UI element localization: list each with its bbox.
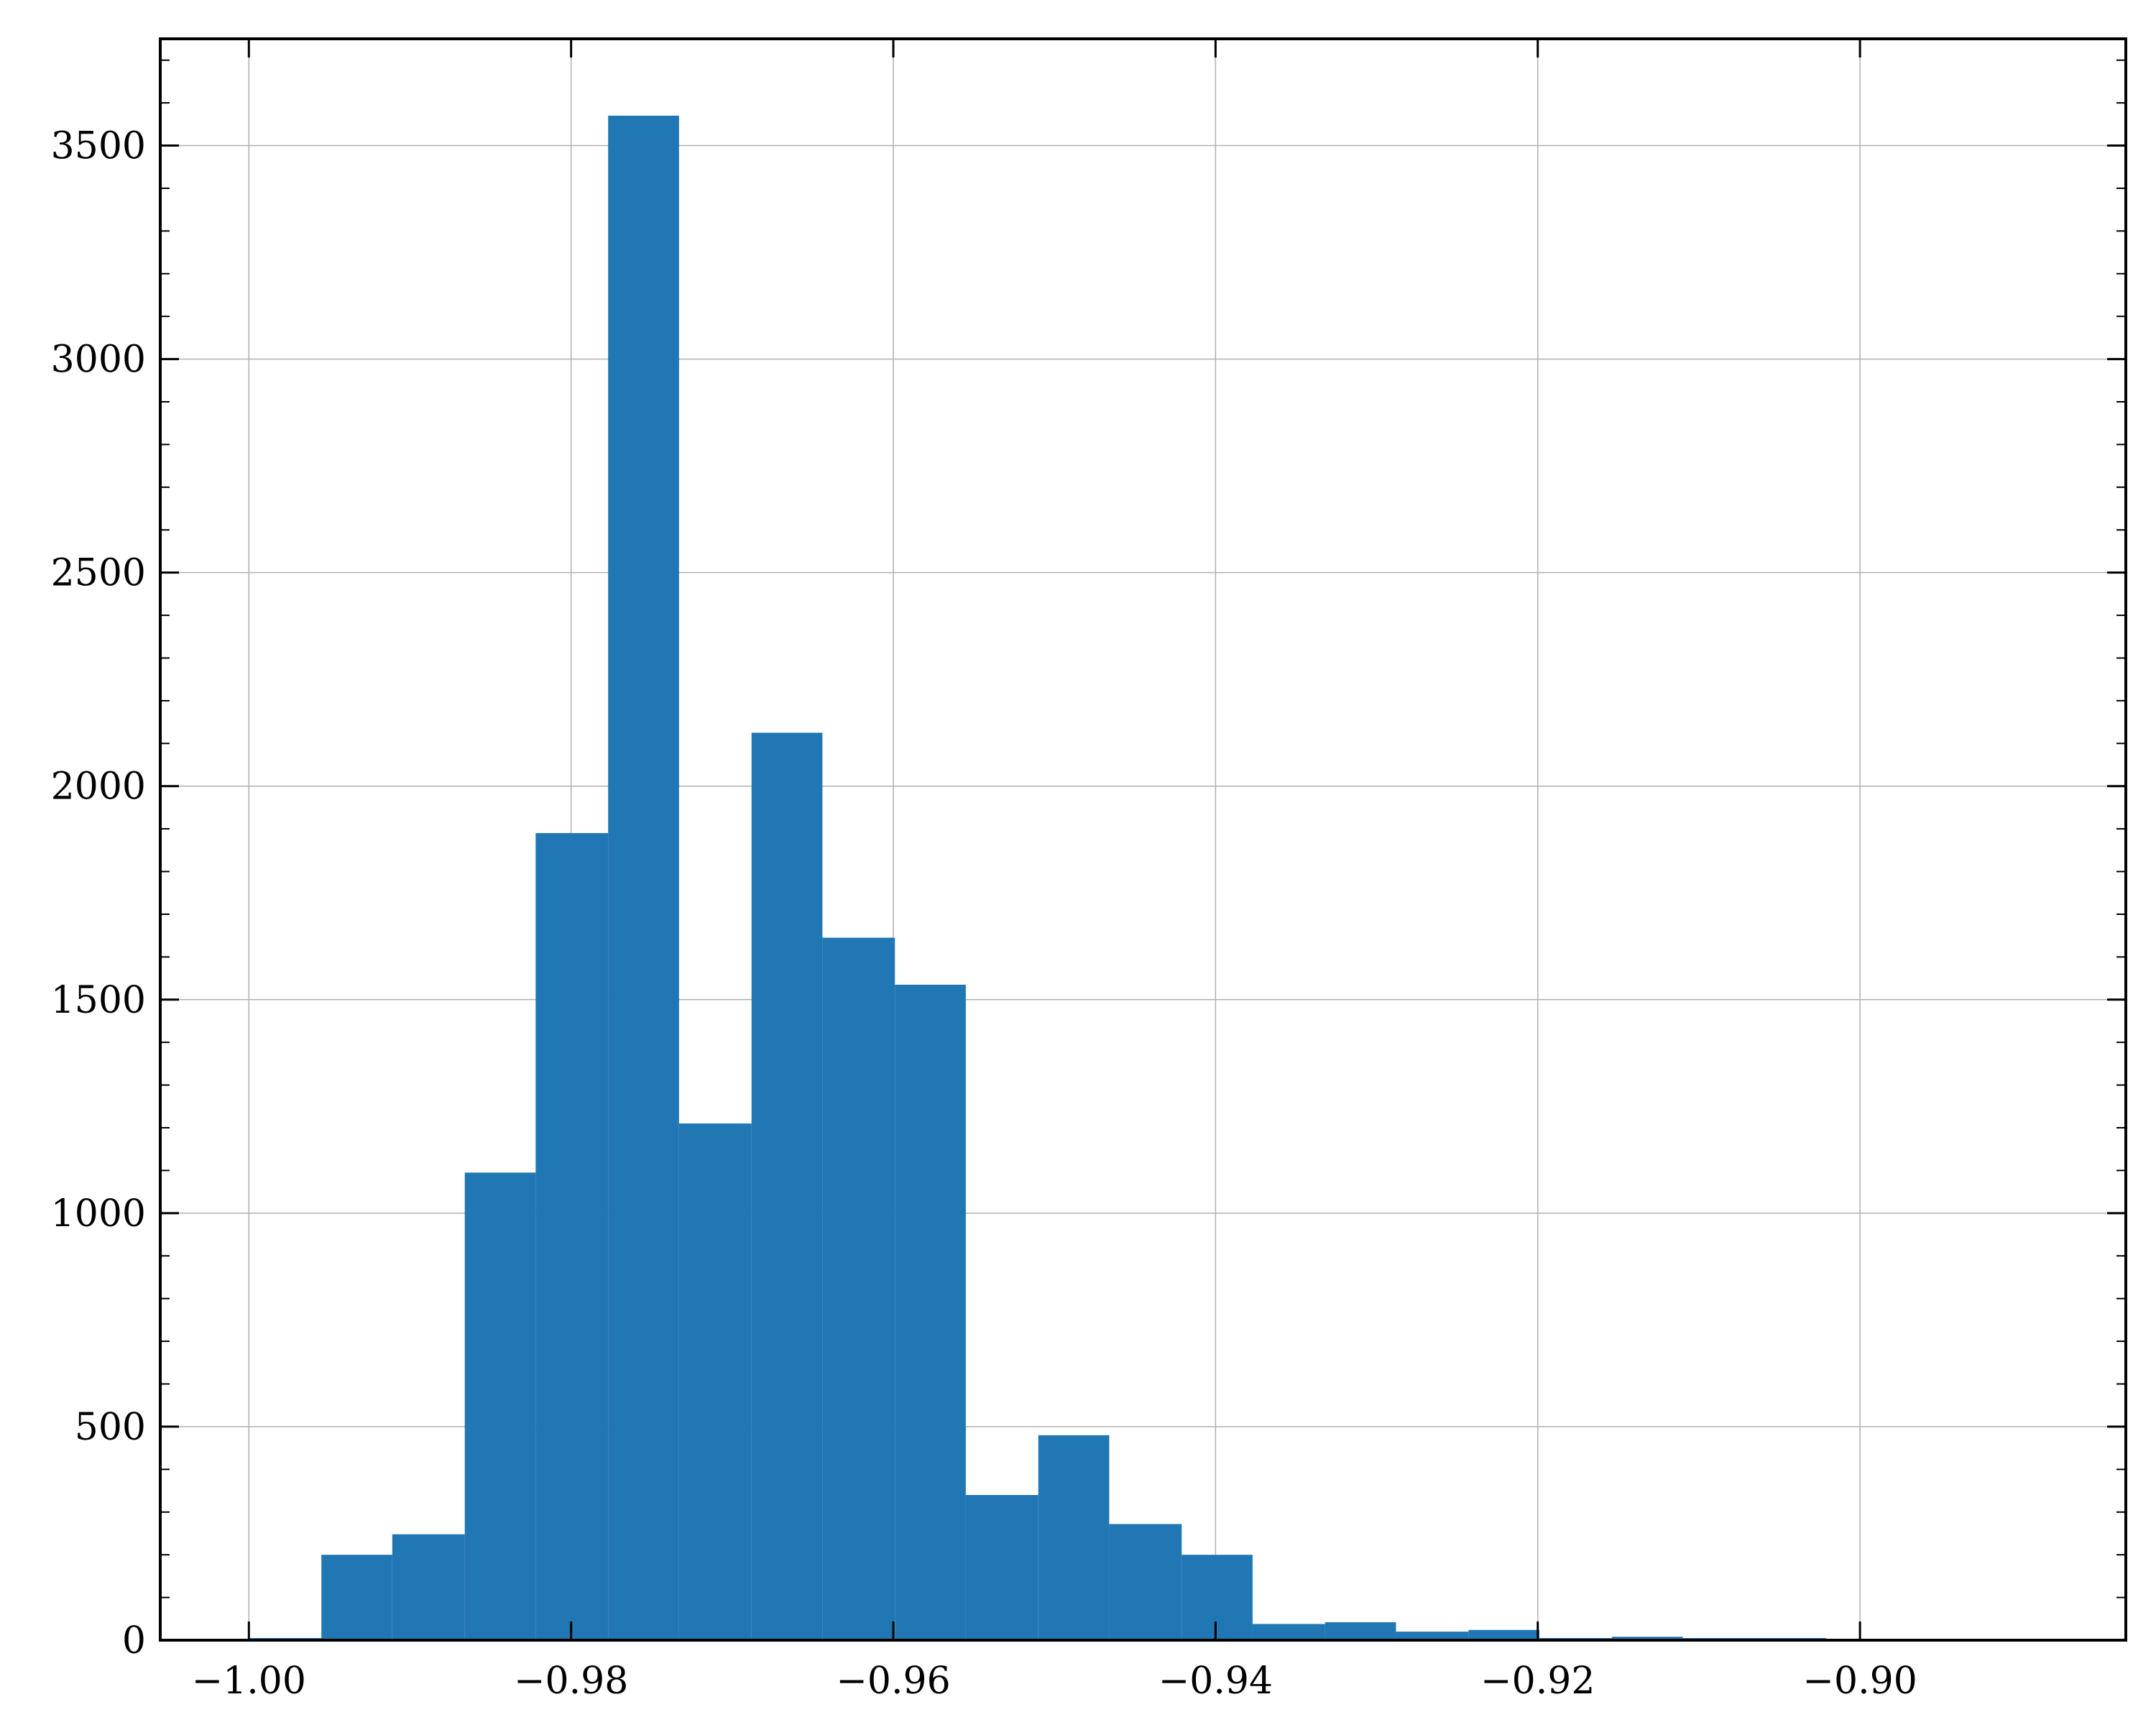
y-tick-label: 3000 bbox=[51, 339, 146, 382]
y-tick-label: 3500 bbox=[51, 125, 146, 168]
y-tick-label: 2000 bbox=[51, 765, 146, 809]
histogram-bar bbox=[321, 1555, 392, 1640]
plot-frame bbox=[159, 37, 2127, 1642]
histogram-bar bbox=[1611, 1637, 1683, 1640]
x-tick-label: −0.94 bbox=[1158, 1660, 1273, 1703]
x-tick-label: −0.98 bbox=[514, 1660, 628, 1703]
tick-labels: −1.00 −0.98 −0.96 −0.94 −0.92 −0.90 0 500 1000 15… bbox=[51, 125, 1917, 1703]
histogram-bar bbox=[392, 1534, 465, 1640]
axis-ticks bbox=[160, 39, 2126, 1642]
y-tick-label: 1500 bbox=[51, 979, 146, 1022]
histogram-bar bbox=[1038, 1435, 1110, 1640]
histogram-bar bbox=[1468, 1629, 1539, 1640]
histogram-bar bbox=[965, 1494, 1038, 1640]
histogram-bars bbox=[249, 115, 1827, 1640]
histogram-bar bbox=[464, 1172, 536, 1640]
histogram-bar bbox=[1181, 1555, 1253, 1640]
y-tick-label: 0 bbox=[122, 1619, 146, 1662]
x-tick-label: −0.90 bbox=[1802, 1660, 1917, 1703]
histogram-bar bbox=[1252, 1624, 1325, 1640]
histogram-bar bbox=[1109, 1524, 1182, 1640]
x-tick-label: −0.96 bbox=[836, 1660, 950, 1703]
histogram-bar bbox=[608, 115, 679, 1640]
x-tick-label: −0.92 bbox=[1480, 1660, 1595, 1703]
y-tick-label: 2500 bbox=[51, 552, 146, 595]
y-tick-label: 1000 bbox=[51, 1192, 146, 1236]
histogram-bar bbox=[535, 833, 609, 1640]
histogram-bar bbox=[678, 1123, 752, 1640]
histogram-bar bbox=[751, 732, 823, 1640]
histogram-bar bbox=[822, 937, 895, 1640]
histogram-bar bbox=[895, 985, 966, 1640]
histogram-bar bbox=[1325, 1622, 1396, 1640]
y-tick-label: 500 bbox=[75, 1406, 146, 1449]
histogram-bar bbox=[1396, 1632, 1469, 1640]
x-tick-label: −1.00 bbox=[192, 1660, 306, 1703]
